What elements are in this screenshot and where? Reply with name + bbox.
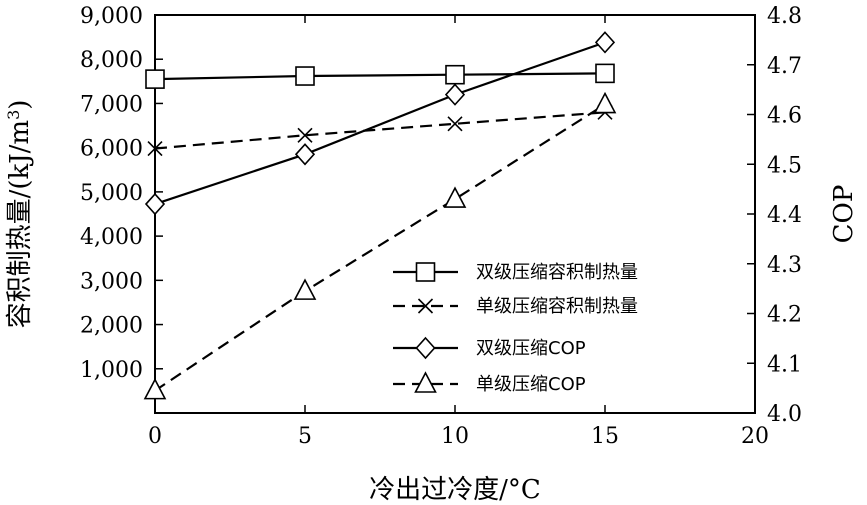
series-1-point: [445, 64, 465, 85]
legend-marker: [414, 371, 437, 393]
series-4-point: [293, 278, 317, 300]
y-axis-title-right: COP: [829, 185, 859, 244]
y-left-tick-label: 5,000: [80, 181, 143, 206]
series-layer: [143, 31, 617, 400]
ticks-layer: 0 5 10 15 20 1,000 2,000 3,000 4,000 5,000 6,000 7,…: [80, 4, 802, 449]
series-line-4: [154, 103, 606, 392]
x-tick-label: 10: [441, 424, 469, 449]
y-left-tick-label: 4,000: [80, 225, 143, 250]
y-left-tick-label: 9,000: [80, 4, 143, 29]
cross-stroke: [297, 127, 313, 143]
series-4-point: [143, 377, 167, 400]
series-3-point: [594, 31, 616, 54]
x-tick-label: 5: [298, 424, 312, 449]
y-left-tick-label: 2,000: [80, 314, 143, 339]
y-axis-title-left: 容积制热量/(kJ/m3): [4, 100, 36, 329]
x-tick-label: 0: [148, 424, 162, 449]
y-right-tick-label: 4.7: [767, 54, 802, 79]
y-right-tick-label: 4.5: [767, 153, 802, 178]
x-axis-title: 冷出过冷度/°C: [369, 475, 541, 505]
y-left-tick-label: 6,000: [80, 137, 143, 162]
legend-label: 单级压缩COP: [476, 374, 586, 395]
legend-label: 双级压缩容积制热量: [476, 262, 638, 283]
cross-stroke: [417, 298, 434, 314]
series-2-point: [447, 116, 463, 132]
legend-marker: [417, 298, 434, 314]
series-line-1: [154, 72, 606, 81]
y-right-tick-label: 4.1: [767, 352, 802, 377]
series-3-point: [444, 83, 466, 106]
y-right-tick-label: 4.4: [767, 203, 802, 228]
y-right-tick-label: 4.3: [767, 253, 802, 278]
series-4-point: [593, 91, 617, 114]
series-4-point: [443, 186, 467, 208]
y-left-tick-label: 1,000: [80, 358, 143, 383]
legend-marker: [415, 336, 436, 360]
legend-label: 单级压缩容积制热量: [476, 296, 638, 317]
series-1-point: [295, 66, 315, 86]
y-left-tick-label: 3,000: [80, 269, 143, 294]
series-3-point: [294, 143, 316, 166]
legend-marker: [415, 262, 436, 282]
series-3-point: [144, 192, 166, 216]
y-left-tick-label: 7,000: [80, 92, 143, 117]
y-right-tick-label: 4.0: [767, 402, 802, 427]
series-1-point: [145, 69, 165, 89]
y-right-tick-label: 4.8: [767, 4, 802, 29]
series-2-point: [147, 140, 163, 157]
legend-label: 双级压缩COP: [476, 338, 586, 359]
x-tick-label: 15: [591, 424, 619, 449]
x-tick-label: 20: [741, 424, 769, 449]
series-line-3: [154, 41, 606, 206]
series-1-point: [595, 63, 615, 84]
series-2-point: [297, 127, 313, 143]
series-line-2: [154, 111, 606, 150]
cross-stroke: [447, 116, 463, 132]
cross-stroke: [147, 140, 163, 157]
y-left-tick-label: 8,000: [80, 48, 143, 73]
y-right-tick-label: 4.2: [767, 303, 802, 328]
y-right-tick-label: 4.6: [767, 104, 802, 129]
